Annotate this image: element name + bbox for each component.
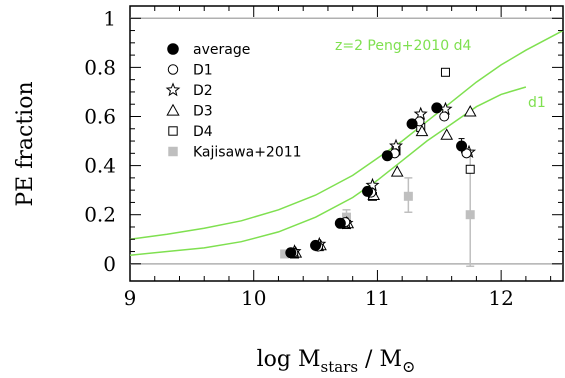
legend-marker-average <box>167 43 179 55</box>
point-d3-shape <box>415 124 429 137</box>
point-average-shape <box>406 118 418 130</box>
x-axis-label-subscript: stars <box>321 358 359 376</box>
x-axis-label: log Mstars / M⊙ <box>257 347 416 376</box>
legend-marker-kajisawa-2011 <box>168 146 178 157</box>
y-tick-label: 0.2 <box>84 203 116 227</box>
point-d1-shape <box>439 111 450 122</box>
legend-marker-d3-shape <box>166 103 180 116</box>
point-average <box>334 217 346 229</box>
point-d3 <box>390 165 404 177</box>
legend-label-kajisawa-2011: Kajisawa+2011 <box>193 145 302 161</box>
y-tick-label: 0.6 <box>84 104 116 128</box>
model-curve-label-d1: d1 <box>528 95 546 111</box>
point-average-shape <box>334 217 346 229</box>
point-d1-shape <box>461 148 472 159</box>
axes-box <box>129 5 564 282</box>
legend-item-d1: D1 <box>167 63 213 79</box>
legend-marker-d2 <box>165 82 181 97</box>
point-average <box>310 239 322 251</box>
point-d3 <box>463 105 477 117</box>
legend: average D1 D2 D3 D4 Kajisawa+2011 <box>165 42 302 161</box>
legend-marker-d3 <box>166 103 180 116</box>
legend-marker-d2-shape <box>165 82 181 97</box>
axis-ticks <box>129 6 563 281</box>
legend-item-d2: D2 <box>165 82 213 99</box>
legend-marker-d4-shape <box>168 126 178 136</box>
point-d3-shape <box>390 165 404 177</box>
point-kajisawa-2011-shape <box>403 191 413 201</box>
point-average-shape <box>285 247 297 259</box>
legend-item-d3: D3 <box>166 103 213 120</box>
point-d4 <box>465 164 475 174</box>
point-average-shape <box>362 185 374 197</box>
legend-item-d4: D4 <box>168 124 213 140</box>
point-kajisawa-2011 <box>403 191 413 201</box>
point-d4 <box>440 67 450 77</box>
point-kajisawa-2011 <box>280 249 290 259</box>
y-tick-label: 0.8 <box>84 55 116 79</box>
legend-marker-d1-shape <box>167 64 179 75</box>
x-axis-label-tail: / M <box>358 347 402 372</box>
point-d1 <box>439 111 450 122</box>
legend-marker-kajisawa-2011-shape <box>168 146 178 157</box>
legend-marker-average-shape <box>167 43 179 55</box>
model-curve-label-d4: z=2 Peng+2010 d4 <box>335 38 471 54</box>
point-average-shape <box>381 150 393 162</box>
legend-marker-d1 <box>167 64 179 75</box>
tick-labels: 9 10 11 12 0 0.2 0.4 0.6 0.8 1 <box>84 6 514 310</box>
point-d1 <box>461 148 472 159</box>
point-kajisawa-2011-shape <box>465 210 475 220</box>
point-d4-shape <box>465 164 475 174</box>
legend-label-d2: D2 <box>193 83 213 99</box>
point-kajisawa-2011-shape <box>280 249 290 259</box>
point-average-shape <box>310 239 322 251</box>
x-tick-label: 11 <box>365 286 390 310</box>
point-d3-shape <box>463 105 477 117</box>
x-axis-label-sun-symbol: ⊙ <box>402 357 415 376</box>
point-average <box>431 102 443 114</box>
point-average <box>406 118 418 130</box>
point-average-shape <box>431 102 443 114</box>
legend-label-d4: D4 <box>193 124 213 140</box>
point-average <box>381 150 393 162</box>
legend-item-average: average <box>167 42 250 58</box>
x-tick-label: 9 <box>124 286 137 310</box>
point-d3-shape <box>440 128 454 140</box>
point-kajisawa-2011 <box>465 210 475 220</box>
point-average <box>362 185 374 197</box>
point-d4-shape <box>440 67 450 77</box>
point-average <box>456 140 468 152</box>
plot-frame <box>129 5 564 282</box>
legend-marker-d4 <box>168 126 178 136</box>
curve-annotations: z=2 Peng+2010 d4 d1 <box>335 38 546 111</box>
x-axis-label-main: log M <box>257 347 321 372</box>
legend-item-kajisawa-2011: Kajisawa+2011 <box>168 145 302 161</box>
point-d3 <box>415 124 429 137</box>
legend-label-d1: D1 <box>193 63 213 79</box>
legend-label-d3: D3 <box>193 104 213 120</box>
model-curve-1 <box>129 29 564 241</box>
legend-label-average: average <box>193 42 250 58</box>
y-tick-label: 1 <box>103 6 116 30</box>
point-average <box>285 247 297 259</box>
point-d3 <box>440 128 454 140</box>
point-average-shape <box>456 140 468 152</box>
y-tick-label: 0 <box>103 252 116 276</box>
y-axis-label: PE fraction <box>13 81 38 206</box>
x-tick-label: 10 <box>241 286 266 310</box>
reference-lines <box>130 17 563 265</box>
y-tick-label: 0.4 <box>84 154 116 178</box>
x-tick-label: 12 <box>488 286 513 310</box>
data-points <box>280 67 477 259</box>
